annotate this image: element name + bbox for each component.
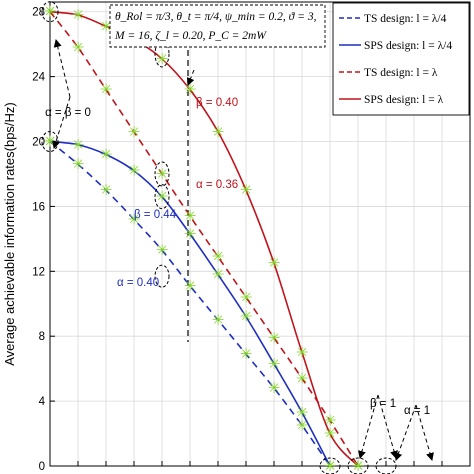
plot-frame [49, 1, 471, 467]
annotation-label: α = 0.36 [196, 179, 238, 191]
data-point-marker: ✳ [44, 3, 57, 21]
y-tick-label: 12 [32, 266, 45, 278]
data-point-marker: ✳ [156, 165, 169, 183]
data-point-marker: ✳ [352, 457, 365, 474]
legend-entry-0: TS design: l = λ/4 [364, 13, 447, 25]
data-point-marker: ✳ [268, 355, 281, 373]
data-point-marker: ✳ [100, 17, 113, 35]
annotation-arrow [52, 96, 71, 149]
data-point-marker: ✳ [324, 457, 337, 474]
annotation-label: β = 1 [370, 398, 396, 410]
data-point-marker: ✳ [72, 38, 85, 56]
data-point-marker: ✳ [72, 136, 85, 154]
data-point-marker: ✳ [72, 155, 85, 173]
data-point-marker: ✳ [156, 50, 169, 68]
data-point-marker: ✳ [268, 254, 281, 272]
data-point-marker: ✳ [212, 123, 225, 141]
highlight-ellipse [347, 457, 369, 474]
data-point-marker: ✳ [324, 457, 337, 474]
y-tick-label: 8 [39, 331, 45, 343]
annotation-arrow [186, 69, 195, 86]
data-point-marker: ✳ [240, 308, 253, 326]
data-point-marker: ✳ [156, 188, 169, 206]
highlight-ellipse [375, 457, 397, 474]
y-tick-label: 28 [32, 7, 45, 19]
series-line-1 [49, 140, 331, 467]
annotation-arrow [394, 404, 417, 461]
data-point-marker: ✳ [296, 369, 309, 387]
series-group [49, 10, 359, 467]
data-point-marker: ✳ [240, 181, 253, 199]
data-point-marker: ✳ [212, 266, 225, 284]
info-line-1: θ_Rol = π/3, θ_t = π/4, ψ_min = 0.2, ϑ =… [115, 11, 317, 23]
data-point-marker: ✳ [184, 277, 197, 295]
data-point-marker: ✳ [128, 210, 141, 228]
data-point-marker: ✳ [100, 146, 113, 164]
data-point-marker: ✳ [184, 225, 197, 243]
annotation-arrows [52, 39, 434, 461]
legend-entry-2: TS design: l = λ [364, 67, 438, 79]
y-tick-label: 24 [32, 72, 45, 84]
y-axis-label: Average achievable information rates(bps… [2, 102, 17, 366]
highlight-ellipse [154, 264, 170, 288]
annotation-arrow [53, 39, 71, 98]
info-box [109, 4, 326, 48]
highlight-ellipse [154, 161, 170, 187]
y-tick-label: 16 [32, 201, 45, 213]
highlight-ellipse [154, 184, 170, 210]
data-point-marker: ✳ [100, 181, 113, 199]
data-point-marker: ✳ [44, 133, 57, 151]
data-point-marker: ✳ [72, 6, 85, 24]
y-tick-label: 4 [39, 396, 46, 408]
data-point-marker: ✳ [296, 403, 309, 421]
highlight-ellipse [319, 457, 341, 474]
annotation-arrow [415, 404, 434, 461]
annotation-label: α = β = 0 [45, 107, 91, 119]
data-point-marker: ✳ [128, 162, 141, 180]
data-point-marker: ✳ [296, 343, 309, 361]
highlight-ellipse [41, 1, 59, 23]
data-point-marker: ✳ [296, 416, 309, 434]
annotations-group: β = 0.40 α = 0.36 β = 0.44 α = 0.40 α = β = … [45, 97, 430, 417]
legend: TS design: l = λ/4 SPS design: l = λ/4 TS … [339, 13, 452, 106]
info-line-2: M = 16, ζ_l = 0.20, P_C = 2mW [114, 30, 267, 42]
annotation-label: α = 0.40 [117, 277, 159, 289]
y-tick-label: 0 [39, 461, 45, 473]
data-point-marker: ✳ [352, 457, 365, 474]
annotation-arrow [377, 394, 398, 459]
legend-entry-1: SPS design: l = λ/4 [364, 40, 452, 52]
data-point-marker: ✳ [324, 412, 337, 430]
highlight-circles [41, 1, 397, 474]
legend-entry-3: SPS design: l = λ [364, 94, 444, 106]
data-point-marker: ✳ [268, 329, 281, 347]
annotation-label: β = 0.44 [134, 209, 177, 221]
data-point-marker: ✳ [184, 81, 197, 99]
data-point-marker: ✳ [128, 123, 141, 141]
data-point-marker: ✳ [156, 241, 169, 259]
data-point-marker: ✳ [44, 3, 57, 21]
data-point-marker: ✳ [240, 288, 253, 306]
data-point-marker: ✳ [324, 425, 337, 443]
series-line-3 [49, 10, 359, 467]
series-line-2 [49, 11, 359, 467]
data-point-marker: ✳ [212, 248, 225, 266]
data-point-marker: ✳ [212, 311, 225, 329]
data-point-marker: ✳ [268, 379, 281, 397]
data-point-marker: ✳ [184, 207, 197, 225]
data-point-marker: ✳ [240, 345, 253, 363]
data-point-marker: ✳ [100, 81, 113, 99]
legend-box [332, 2, 470, 116]
annotation-label: β = 0.40 [196, 97, 238, 109]
annotation-label: α = 1 [404, 405, 430, 417]
series-line-0 [49, 140, 331, 467]
annotation-arrow [358, 394, 379, 459]
